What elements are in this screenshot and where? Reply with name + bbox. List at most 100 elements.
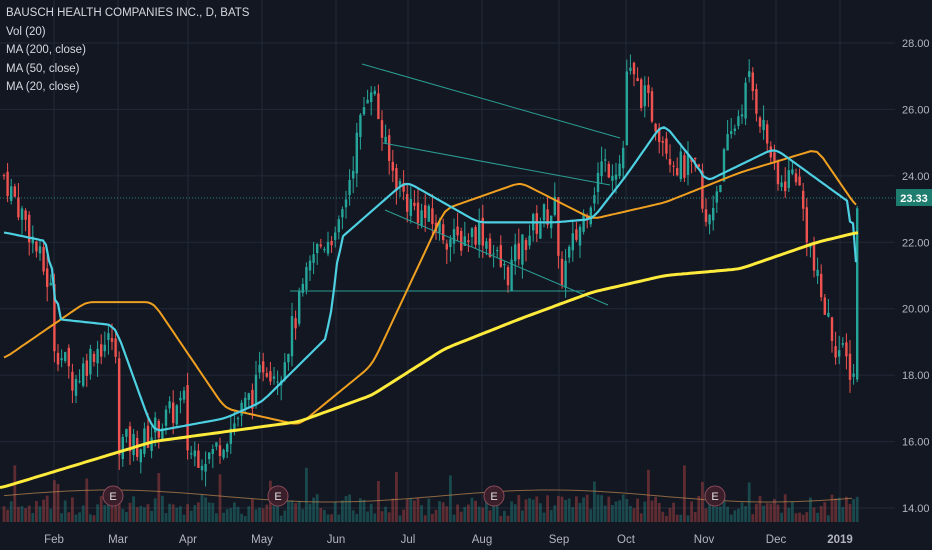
volume-bar	[449, 475, 452, 522]
volume-bar	[812, 507, 816, 522]
y-tick-label: 20.00	[902, 304, 930, 316]
volume-bar	[110, 501, 114, 522]
volume-bar	[499, 515, 503, 522]
candle-body	[575, 229, 578, 240]
volume-bar	[78, 512, 81, 522]
candle-body	[240, 402, 243, 416]
volume-bar	[542, 512, 546, 522]
candle-body	[186, 385, 189, 451]
candle-body	[496, 250, 499, 252]
volume-bar	[827, 515, 830, 522]
volume-bar	[74, 514, 78, 522]
volume-bar	[348, 494, 351, 522]
indicator-volume[interactable]: Vol (20)	[6, 25, 46, 38]
volume-bar	[413, 500, 416, 522]
volume-bar	[265, 504, 269, 522]
volume-bar	[254, 509, 258, 522]
candle-body	[46, 268, 49, 287]
candle-body	[276, 381, 279, 383]
candle-body	[258, 364, 261, 373]
volume-bar	[585, 494, 589, 522]
x-tick-label: 2019	[827, 534, 853, 546]
candle-body	[316, 243, 319, 254]
volume-bar	[103, 505, 107, 522]
earnings-marker[interactable]: E	[267, 485, 289, 507]
volume-bar	[693, 512, 697, 522]
candle-body	[816, 269, 819, 277]
volume-bar	[63, 500, 67, 522]
candle-body	[658, 127, 661, 142]
trend-line[interactable]	[361, 63, 621, 139]
volume-bar	[323, 509, 326, 522]
volume-bar	[71, 497, 74, 522]
volume-bar	[578, 502, 582, 522]
candle-body	[614, 174, 618, 180]
candle-body	[2, 175, 6, 177]
volume-bar	[531, 499, 535, 522]
trend-line[interactable]	[382, 142, 611, 186]
trend-line[interactable]	[384, 209, 609, 306]
candle-body	[352, 170, 355, 179]
candle-body	[827, 312, 830, 317]
candle-body	[64, 352, 67, 361]
volume-bar	[809, 497, 812, 522]
volume-bar	[27, 505, 31, 522]
candle-body	[114, 338, 117, 357]
candle-body	[20, 208, 24, 220]
volume-bar	[697, 495, 701, 522]
candle-body	[704, 209, 708, 222]
y-tick-label: 24.00	[902, 171, 930, 183]
candle-body	[467, 240, 470, 243]
x-tick-label: Nov	[694, 534, 715, 546]
candle-body	[355, 132, 358, 174]
volume-bar	[326, 514, 330, 522]
volume-bar	[308, 503, 312, 522]
volume-bar	[650, 500, 654, 522]
candle-body	[74, 379, 78, 396]
earnings-marker[interactable]: E	[102, 485, 124, 507]
trend-lines[interactable]	[0, 63, 895, 306]
candle-body	[431, 208, 434, 225]
volume-bar	[553, 505, 557, 522]
volume-bar	[92, 515, 96, 522]
volume-bar	[477, 506, 481, 522]
volume-bar	[517, 495, 521, 522]
candle-body	[82, 363, 85, 386]
volume-bar	[661, 511, 665, 522]
volume-bar	[315, 494, 319, 522]
volume-bar	[125, 511, 128, 522]
candle-body	[319, 244, 322, 247]
earnings-marker-label: E	[711, 491, 718, 503]
volume-bar	[135, 507, 139, 522]
candle-body	[359, 114, 362, 137]
volume-bar	[330, 514, 333, 522]
volume-bar	[557, 495, 560, 522]
indicator-ma20[interactable]: MA (20, close)	[6, 81, 80, 93]
indicator-ma200[interactable]: MA (200, close)	[6, 44, 86, 56]
volume-bar	[366, 511, 369, 522]
candle-body	[776, 161, 780, 185]
x-tick-label: Jun	[327, 534, 346, 546]
candle-body	[283, 362, 286, 380]
candle-body	[618, 163, 621, 177]
candle-body	[841, 343, 844, 345]
earnings-marker[interactable]: E	[483, 485, 505, 507]
volume-bar	[150, 510, 153, 522]
volume-bar	[279, 515, 283, 522]
x-tick-label: Jul	[401, 534, 416, 546]
candle-body	[298, 291, 301, 324]
volume-bar	[744, 506, 747, 522]
candle-body	[78, 381, 81, 383]
candle-body	[172, 402, 175, 424]
candle-body	[845, 342, 848, 357]
volume-bar	[225, 509, 229, 522]
candle-body	[758, 117, 762, 127]
candle-body	[546, 209, 549, 225]
volume-bar	[823, 502, 827, 522]
indicator-ma50[interactable]: MA (50, close)	[6, 62, 80, 75]
candle-body	[168, 401, 171, 409]
earnings-marker[interactable]: E	[704, 485, 726, 507]
candle-body	[262, 361, 265, 373]
